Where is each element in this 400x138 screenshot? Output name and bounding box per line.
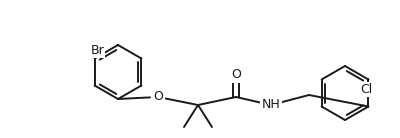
Text: O: O: [153, 91, 163, 104]
Text: Cl: Cl: [360, 83, 372, 96]
Text: NH: NH: [262, 99, 280, 112]
Text: Br: Br: [90, 43, 104, 56]
Text: O: O: [231, 68, 241, 82]
